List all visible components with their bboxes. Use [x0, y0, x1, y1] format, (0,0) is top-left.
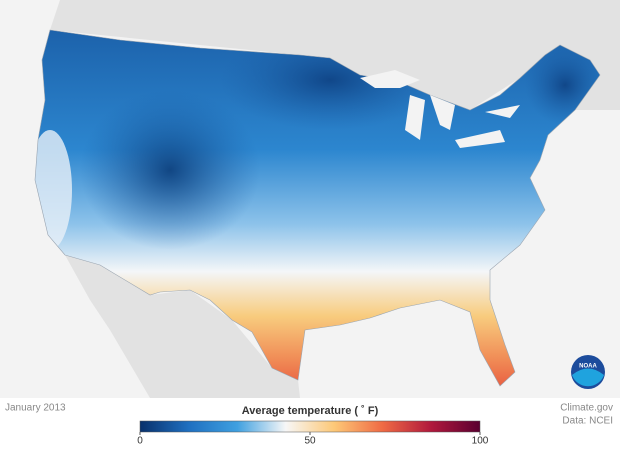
- great-lakes: [360, 70, 520, 148]
- noaa-logo: NOAA: [571, 355, 605, 389]
- credit: Climate.gov: [560, 403, 613, 414]
- date-label: January 2013: [5, 403, 66, 414]
- tick-label: 100: [472, 436, 489, 447]
- logo-wave: [572, 368, 604, 387]
- tick-label: 50: [304, 436, 316, 447]
- cold-rockies: [80, 90, 260, 250]
- canada: [50, 0, 620, 110]
- logo-text: NOAA: [579, 364, 597, 370]
- mexico: [65, 255, 300, 398]
- legend-title: Average temperature ( ˚ F): [242, 405, 379, 417]
- tick-label: 0: [137, 436, 143, 447]
- color-bar: [139, 420, 481, 433]
- source: Data: NCEI: [562, 416, 613, 427]
